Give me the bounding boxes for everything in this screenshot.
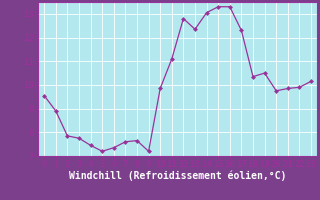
X-axis label: Windchill (Refroidissement éolien,°C): Windchill (Refroidissement éolien,°C) [69, 171, 286, 181]
